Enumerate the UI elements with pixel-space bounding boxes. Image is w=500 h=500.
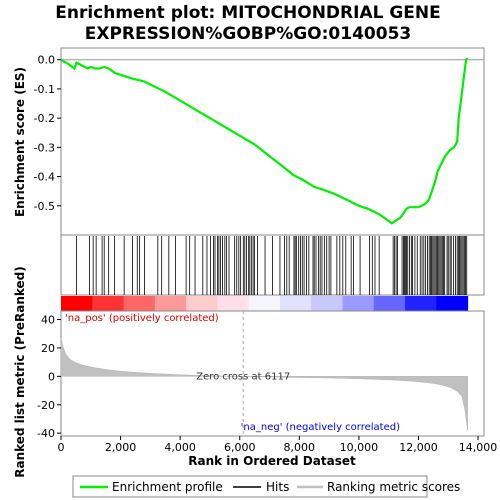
- chart-title-line2: EXPRESSION%GOBP%GO:0140053: [85, 24, 412, 44]
- metric-y-tick-label: -20: [37, 399, 55, 412]
- metric-y-axis-label: Ranked list metric (PreRanked): [13, 266, 27, 478]
- x-tick-label: 14,000: [459, 441, 498, 454]
- legend-enrichment-label: Enrichment profile: [112, 480, 223, 494]
- positive-correlation-label: 'na_pos' (positively correlated): [65, 313, 219, 324]
- ranking-color-bar: [61, 296, 469, 311]
- legend-hits-label: Hits: [266, 480, 289, 494]
- color-bar-segment: [217, 296, 250, 311]
- x-tick-label: 6,000: [224, 441, 256, 454]
- metric-y-tick-label: -40: [37, 427, 55, 440]
- es-y-tick-label: -0.4: [34, 171, 55, 184]
- color-bar-segment: [311, 296, 344, 311]
- es-y-axis-label: Enrichment score (ES): [13, 67, 27, 217]
- hits-marks: [76, 236, 468, 295]
- negative-correlation-label: 'na_neg' (negatively correlated): [241, 422, 400, 433]
- metric-y-tick-label: 0: [48, 370, 55, 383]
- metric-y-tick-label: 20: [41, 342, 55, 355]
- color-bar-segment: [61, 296, 93, 311]
- metric-x-axis: 0 2,000 4,000 6,000 8,000 10,000 12,000 14,000: [58, 436, 498, 454]
- x-tick-label: 2,000: [105, 441, 137, 454]
- color-bar-segment: [186, 296, 218, 311]
- es-y-tick-label: -0.2: [34, 112, 55, 125]
- metric-y-axis: 40 20 0 -20 -40: [37, 314, 61, 440]
- es-y-tick-label: -0.5: [34, 200, 55, 213]
- color-bar-segment: [92, 296, 125, 311]
- x-tick-label: 8,000: [284, 441, 316, 454]
- x-tick-label: 4,000: [164, 441, 196, 454]
- color-bar-segment: [154, 296, 187, 311]
- x-tick-label: 0: [58, 441, 65, 454]
- color-bar-segment: [436, 296, 469, 311]
- chart-title-line1: Enrichment plot: MITOCHONDRIAL GENE: [55, 3, 441, 23]
- es-y-tick-label: -0.3: [34, 141, 55, 154]
- color-bar-segment: [123, 296, 156, 311]
- x-axis-label: Rank in Ordered Dataset: [188, 454, 356, 468]
- es-y-tick-label: 0.0: [38, 54, 56, 67]
- color-bar-segment: [373, 296, 406, 311]
- color-bar-segment: [279, 296, 312, 311]
- x-tick-label: 12,000: [399, 441, 438, 454]
- metric-y-tick-label: 40: [41, 314, 55, 327]
- ranked-metric-area: [60, 337, 468, 431]
- es-y-axis: 0.0 -0.1 -0.2 -0.3 -0.4 -0.5: [34, 54, 61, 213]
- legend-metric-label: Ranking metric scores: [327, 480, 460, 494]
- es-y-tick-label: -0.1: [34, 83, 55, 96]
- color-bar-segment: [248, 296, 281, 311]
- enrichment-profile-line: [60, 57, 469, 225]
- color-bar-segment: [342, 296, 375, 311]
- color-bar-segment: [405, 296, 437, 311]
- zero-cross-label: Zero cross at 6117: [196, 371, 290, 382]
- x-tick-label: 10,000: [340, 441, 379, 454]
